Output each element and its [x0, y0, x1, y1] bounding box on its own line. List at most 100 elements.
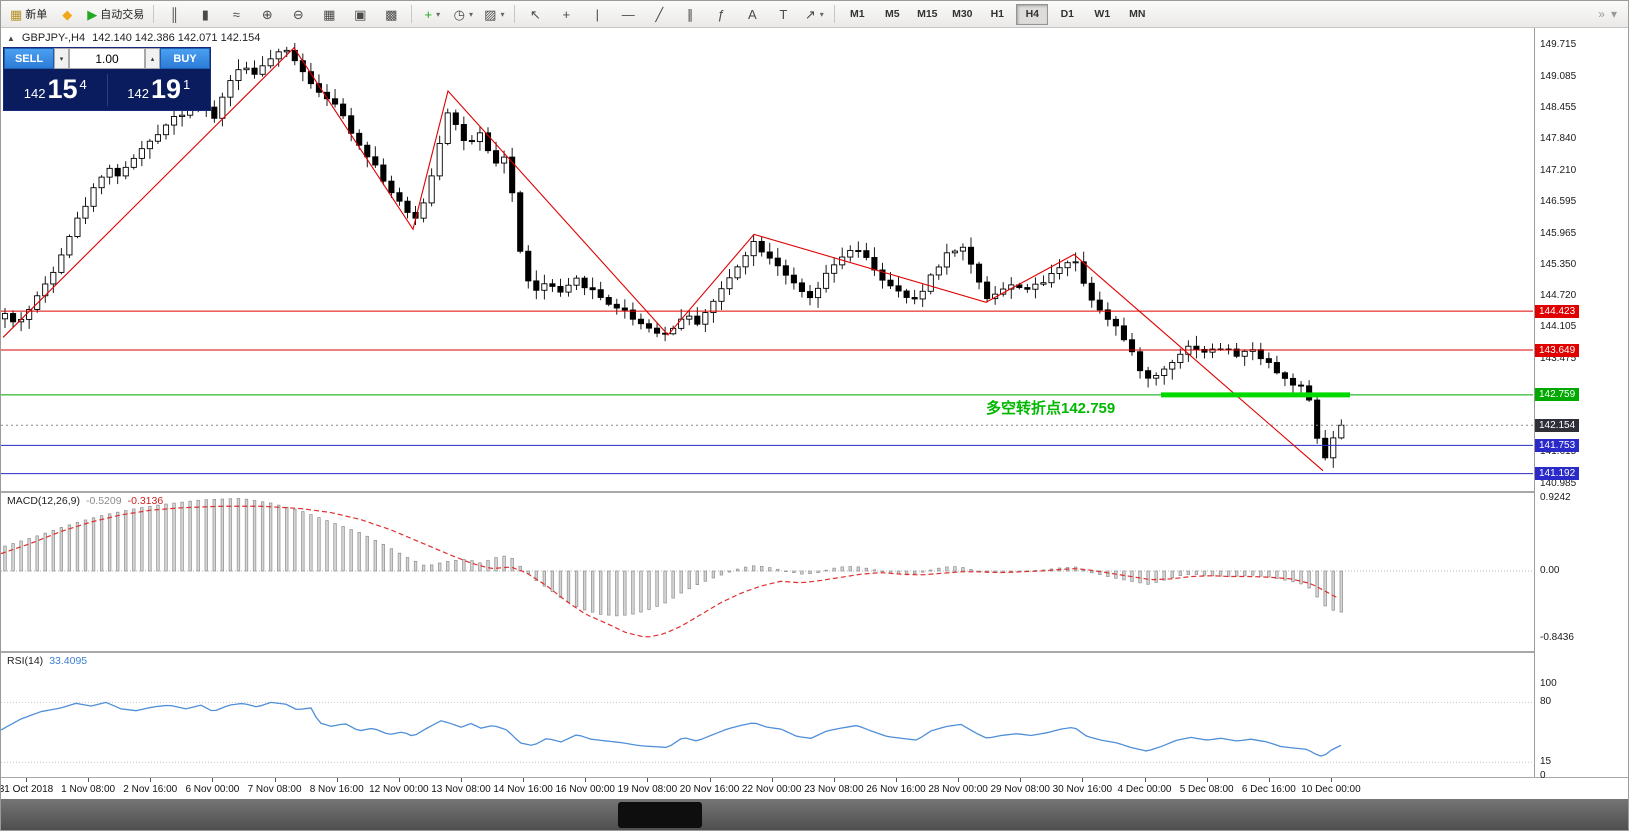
autotrading-button-label: 自动交易	[100, 9, 145, 21]
timeframe-m15-button-label: M15	[917, 8, 938, 20]
period-icon: ◷	[453, 6, 465, 22]
time-axis-label: 26 Nov 16:00	[866, 784, 926, 795]
timeframe-h4-button-label: H4	[1025, 8, 1040, 20]
fibonacci-button[interactable]: ƒ	[706, 2, 736, 26]
horizontal-line-button[interactable]: —	[613, 2, 643, 26]
new-order-icon: ▦	[10, 6, 23, 22]
text-label-button[interactable]: T	[768, 2, 798, 26]
metaquotes-icon-icon: ◆	[62, 6, 73, 22]
price-scale-label: 15	[1540, 756, 1552, 768]
time-axis-tick	[647, 778, 649, 782]
cursor-button[interactable]: ↖	[520, 2, 550, 26]
time-axis-tick	[336, 778, 338, 782]
time-axis-label: 30 Nov 16:00	[1052, 784, 1113, 795]
time-axis-label: 12 Nov 00:00	[369, 784, 429, 795]
time-axis-tick	[958, 778, 960, 782]
time-axis-tick	[585, 778, 587, 782]
channel-button[interactable]: ∥	[675, 2, 705, 26]
new-order-button[interactable]: ▦ 新单	[6, 2, 51, 26]
ohlc-values: 142.140 142.386 142.071 142.154	[92, 32, 261, 44]
main-price-chart[interactable]	[1, 28, 1533, 491]
time-axis-label: 6 Nov 00:00	[185, 784, 240, 795]
volume-input[interactable]	[69, 48, 145, 69]
time-axis[interactable]: 31 Oct 2018 1 Nov 08:00 2 Nov 16:00 6 Nov 0…	[1, 778, 1533, 799]
line-chart-button[interactable]: ≈	[221, 2, 251, 26]
timeframe-mn-button[interactable]: MN	[1121, 4, 1153, 25]
toolbar-right-items: » ▾	[1598, 7, 1623, 21]
timeframe-w1-button[interactable]: W1	[1086, 4, 1118, 25]
price-scale[interactable]: 149.715 149.085 148.455 147.840 147.210 146.5…	[1534, 28, 1628, 781]
rsi-panel-chart[interactable]	[1, 653, 1533, 777]
toolbar-separator	[411, 5, 413, 23]
price-scale-label: 0	[1540, 770, 1546, 781]
zoom-out-button[interactable]: ⊖	[283, 2, 313, 26]
buy-price[interactable]: 142 19 1	[108, 76, 211, 103]
timeframe-h1-button[interactable]: H1	[981, 4, 1013, 25]
add-indicator-button[interactable]: + ▾	[417, 2, 447, 26]
time-axis-label: 2 Nov 16:00	[123, 784, 178, 795]
text-button[interactable]: A	[737, 2, 767, 26]
toolbar-options-button[interactable]: ▾	[1610, 7, 1617, 21]
pivot-annotation[interactable]: 多空转折点142.759	[986, 400, 1116, 417]
trendline-button[interactable]: ╱	[644, 2, 674, 26]
bar-chart-button[interactable]: ║	[159, 2, 189, 26]
autotrading-button[interactable]: ▶ 自动交易	[83, 2, 148, 26]
macd-main-value: -0.5209	[85, 495, 122, 507]
arrows-button[interactable]: ↗ ▾	[799, 2, 829, 26]
candles-layer	[1, 42, 1345, 468]
templates-button[interactable]: ▨ ▾	[479, 2, 509, 26]
time-axis-label: 4 Dec 00:00	[1117, 784, 1172, 795]
auto-arrange-button[interactable]: ▩	[376, 2, 406, 26]
grid-button[interactable]: ▦	[314, 2, 344, 26]
time-axis-divider	[1, 777, 1628, 778]
cursor-icon: ↖	[529, 6, 541, 22]
timeframe-m5-button[interactable]: M5	[876, 4, 908, 25]
collapse-trade-panel-icon[interactable]: ▲	[7, 33, 15, 43]
price-scale-label: 144.720	[1540, 290, 1577, 302]
price-tag: 141.192	[1535, 467, 1580, 481]
grid-icon: ▦	[323, 6, 336, 22]
buy-button[interactable]: BUY	[160, 48, 210, 69]
timeframe-m1-button[interactable]: M1	[841, 4, 873, 25]
volume-increase-button[interactable]: ▴	[145, 48, 160, 69]
timeframe-d1-button[interactable]: D1	[1051, 4, 1083, 25]
time-axis-tick	[26, 778, 27, 782]
auto-arrange-icon: ▩	[385, 6, 398, 22]
timeframe-h4-button[interactable]: H4	[1016, 3, 1049, 25]
taskbar-active-item[interactable]	[618, 802, 702, 828]
time-axis-label: 10 Dec 00:00	[1301, 784, 1361, 795]
buy-price-prefix: 142	[127, 86, 149, 101]
price-scale-label: 146.595	[1540, 195, 1577, 207]
sell-price-sup: 4	[79, 77, 87, 92]
toolbar-overflow-button[interactable]: »	[1598, 7, 1605, 21]
timeframe-m15-button[interactable]: M15	[911, 4, 943, 25]
period-button[interactable]: ◷ ▾	[448, 2, 478, 26]
zoom-in-button[interactable]: ⊕	[252, 2, 282, 26]
macd-panel-chart[interactable]	[1, 493, 1533, 651]
time-axis-tick	[1206, 778, 1208, 782]
one-click-trading-panel: SELL ▾ ▴ BUY 142 15 4 142 19 1	[3, 47, 211, 111]
chart-header: ▲ GBPJPY-,H4 142.140 142.386 142.071 142…	[7, 32, 260, 44]
time-axis-tick	[771, 778, 773, 782]
crosshair-button[interactable]: +	[551, 2, 581, 26]
timeframe-m30-button[interactable]: M30	[946, 4, 978, 25]
sell-price[interactable]: 142 15 4	[4, 76, 107, 103]
sell-button[interactable]: SELL	[4, 48, 54, 69]
buy-price-sup: 1	[183, 77, 191, 92]
macd-name: MACD(12,26,9)	[7, 495, 80, 507]
time-axis-tick	[274, 778, 276, 782]
panel-divider-macd[interactable]	[1, 491, 1628, 493]
time-axis-tick	[1082, 778, 1084, 782]
metaquotes-icon[interactable]: ◆	[52, 2, 82, 26]
price-scale-label: 145.350	[1540, 258, 1577, 270]
tile-windows-button[interactable]: ▣	[345, 2, 375, 26]
candlestick-chart-button[interactable]: ▮	[190, 2, 220, 26]
trendline-icon: ╱	[655, 6, 664, 22]
add-indicator-icon: +	[424, 6, 433, 22]
panel-divider-rsi[interactable]	[1, 651, 1628, 653]
price-scale-label: 0.00	[1540, 565, 1560, 576]
price-scale-label: 143.475	[1540, 352, 1577, 364]
macd-histogram-layer	[3, 498, 1343, 617]
vertical-line-button[interactable]: |	[582, 2, 612, 26]
volume-decrease-button[interactable]: ▾	[54, 48, 69, 69]
